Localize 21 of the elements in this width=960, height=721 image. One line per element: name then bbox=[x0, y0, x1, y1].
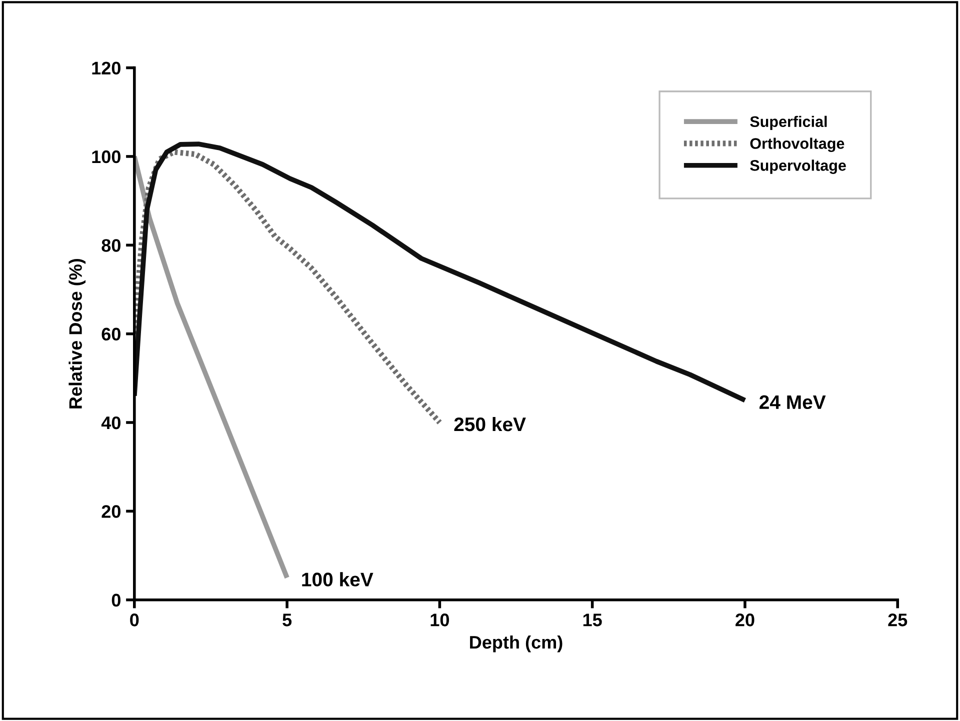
x-axis-title: Depth (cm) bbox=[470, 635, 562, 652]
y-tick-label: 80 bbox=[102, 239, 120, 252]
x-tick-label: 20 bbox=[736, 614, 754, 626]
y-tick-label: 60 bbox=[102, 328, 120, 341]
y-tick-label: 40 bbox=[101, 416, 120, 430]
x-tick-label: 15 bbox=[583, 614, 602, 626]
x-tick-label: 5 bbox=[282, 614, 292, 626]
y-tick-label: 120 bbox=[92, 62, 120, 74]
legend-label: Supervoltage bbox=[750, 160, 846, 174]
y-tick-label: 20 bbox=[102, 505, 120, 518]
legend-label: Orthovoltage bbox=[750, 138, 844, 152]
annotation: 100 keV bbox=[302, 572, 374, 586]
annotation: 250 keV bbox=[454, 416, 526, 432]
x-tick-label: 0 bbox=[130, 614, 139, 626]
legend-label: Superficial bbox=[750, 116, 827, 130]
y-tick-label: 100 bbox=[92, 150, 120, 164]
annotation: 24 MeV bbox=[760, 395, 826, 410]
x-tick-label: 10 bbox=[430, 614, 449, 626]
y-axis-title: Relative Dose (%) bbox=[68, 258, 86, 408]
y-tick-label: 0 bbox=[112, 594, 120, 607]
x-tick-label: 25 bbox=[888, 614, 908, 626]
